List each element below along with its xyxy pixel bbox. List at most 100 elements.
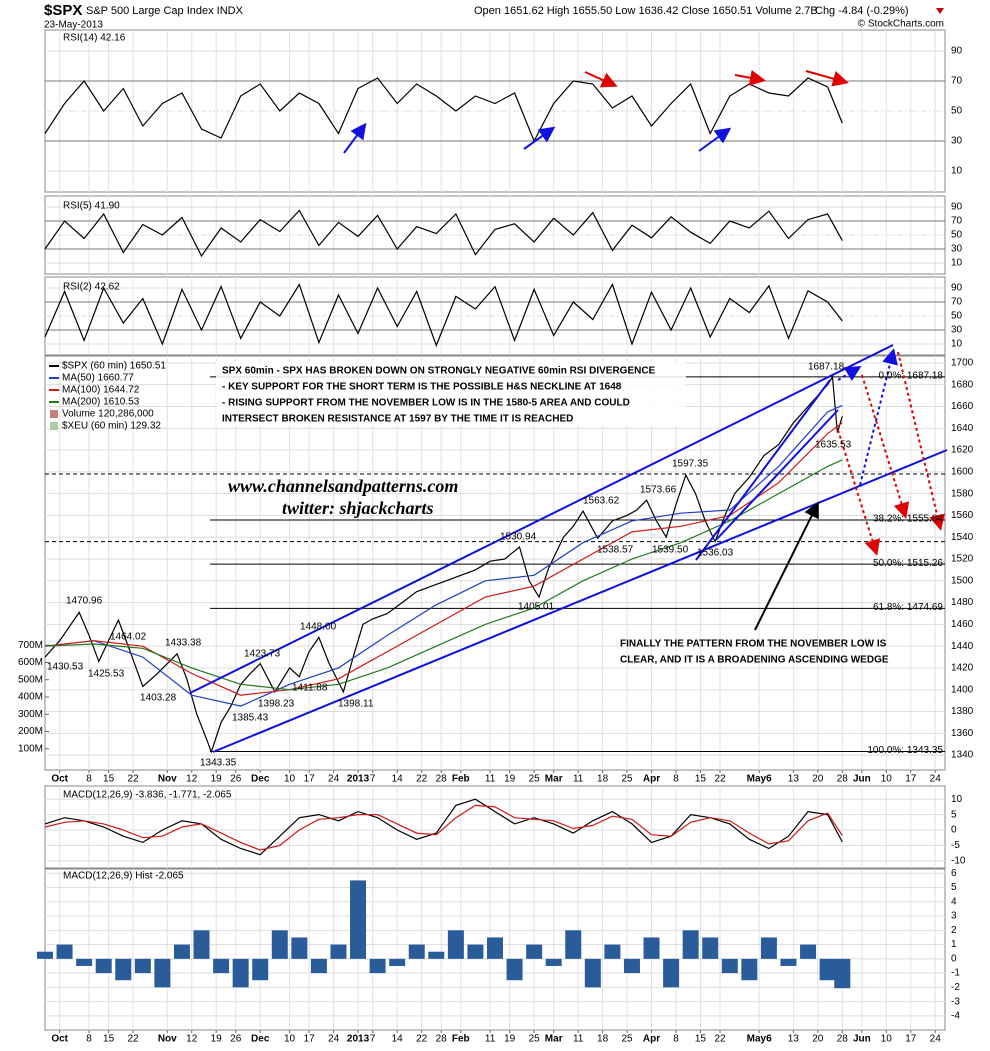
x-tick-label: 2013: [347, 774, 370, 785]
x-tick-label: 8: [86, 1034, 92, 1045]
x-tick-label: Jun: [853, 774, 871, 785]
y2-tick-label: 200M: [18, 726, 43, 737]
hist-bar: [115, 958, 132, 981]
price-label: 1635.53: [815, 440, 852, 451]
y-tick-label: -2: [951, 982, 960, 993]
fib-label: 100.0%: 1343.35: [867, 745, 943, 756]
channel-bottom: [212, 449, 948, 753]
hist-bar: [565, 930, 582, 959]
x-tick-label: 17: [905, 774, 917, 785]
y-tick-label: -1: [951, 968, 960, 979]
note-background: [216, 362, 686, 426]
price-label: 1398.11: [338, 699, 374, 710]
x-tick-label: 15: [695, 1034, 707, 1045]
x-tick-label: 28: [436, 774, 448, 785]
x-tick-label: 20: [812, 1034, 824, 1045]
x-tick-label: 22: [714, 774, 726, 785]
x-tick-label: Oct: [51, 1034, 68, 1045]
hist-bar: [741, 958, 758, 981]
x-tick-label: Nov: [158, 1034, 177, 1045]
y-tick-label: 1480: [951, 597, 974, 608]
annotation: - KEY SUPPORT FOR THE SHORT TERM IS THE …: [222, 382, 622, 393]
y-tick-label: 1600: [951, 466, 974, 477]
arrow: [698, 127, 732, 152]
fib-label: 38.2%: 1555.84: [873, 514, 943, 525]
hist-bar: [95, 958, 112, 974]
hist-bar: [173, 944, 190, 959]
price-label: 1597.35: [672, 459, 709, 470]
legend-label: Volume 120,286,000: [62, 409, 154, 420]
x-tick-label: 17: [304, 1034, 316, 1045]
y-tick-label: 3: [951, 911, 957, 922]
projection: [861, 374, 910, 519]
y-tick-label: 1700: [951, 358, 974, 369]
price-label: 1464.02: [110, 632, 147, 643]
price-label: 1433.38: [165, 638, 202, 649]
x-tick-label: Mar: [545, 1034, 563, 1045]
annotation: INTERSECT BROKEN RESISTANCE AT 1597 BY T…: [222, 414, 573, 425]
annotation: twitter: shjackcharts: [282, 498, 434, 518]
x-tick-label: 14: [392, 1034, 404, 1045]
annotation: FINALLY THE PATTERN FROM THE NOVEMBER LO…: [620, 639, 887, 650]
wedge-line: [715, 409, 839, 541]
channel-top: [189, 344, 894, 694]
y-tick-label: -5: [951, 840, 960, 851]
x-tick-label: 11: [573, 1034, 584, 1045]
y-tick-label: 90: [951, 46, 963, 57]
y2-tick-label: 400M: [18, 692, 43, 703]
projection: [859, 348, 898, 486]
x-tick-label: 13: [788, 1034, 800, 1045]
y-tick-label: 1360: [951, 728, 974, 739]
price-label: 1430.53: [47, 662, 84, 673]
hist-bar: [408, 944, 425, 959]
x-tick-label: May6: [747, 1034, 772, 1045]
x-tick-label: 25: [622, 774, 634, 785]
hist-bar: [232, 958, 249, 988]
price-label: 1405.01: [518, 602, 555, 613]
arrow: [584, 71, 618, 88]
projection: [837, 365, 862, 382]
x-tick-label: 22: [714, 1034, 726, 1045]
x-tick-label: 25: [622, 1034, 634, 1045]
hist-bar: [682, 930, 699, 959]
price-label: 1538.57: [597, 545, 634, 556]
x-tick-label: 10: [284, 774, 296, 785]
drawings: [189, 69, 948, 753]
panel-title: RSI(14) 42.16: [63, 33, 126, 44]
hist-bar: [643, 937, 660, 959]
price-label: 1530.94: [500, 532, 537, 543]
x-tick-label: 14: [392, 774, 404, 785]
y-tick-label: -3: [951, 996, 960, 1007]
y-tick-label: 70: [951, 297, 963, 308]
x-tick-label: 17: [304, 774, 316, 785]
x-tick-label: 19: [211, 1034, 223, 1045]
hist-bar: [389, 958, 406, 966]
y-tick-label: 30: [951, 325, 963, 336]
y-tick-label: 70: [951, 216, 963, 227]
x-tick-label: 11: [485, 1034, 496, 1045]
hist-bar: [193, 930, 210, 959]
hist-bar: [506, 958, 523, 981]
panel-title: MACD(12,26,9) Hist -2.065: [63, 871, 184, 882]
price-label: 1448.00: [300, 622, 337, 633]
x-tick-label: May6: [747, 774, 772, 785]
legend-label: MA(200) 1610.53: [62, 397, 140, 408]
series-line: [44, 422, 843, 696]
price-label: 1687.18: [808, 362, 845, 373]
annotation: SPX 60min - SPX HAS BROKEN DOWN ON STRON…: [222, 366, 656, 377]
x-tick-label: 15: [103, 1034, 115, 1045]
y-tick-label: 50: [951, 230, 963, 241]
y2-tick-label: 600M: [18, 657, 43, 668]
hist-bar: [134, 958, 151, 974]
hist-bar: [760, 937, 777, 959]
price-label: 1536.03: [697, 548, 734, 559]
x-tick-label: 8: [673, 774, 679, 785]
hist-bar: [545, 958, 562, 966]
hist-bar: [271, 930, 288, 959]
arrow: [523, 126, 556, 150]
y-tick-label: 0: [951, 825, 957, 836]
y-tick-label: -4: [951, 1011, 960, 1022]
x-tick-label: 12: [186, 774, 198, 785]
price-label: 1403.28: [140, 693, 177, 704]
hist-bar: [252, 958, 269, 981]
